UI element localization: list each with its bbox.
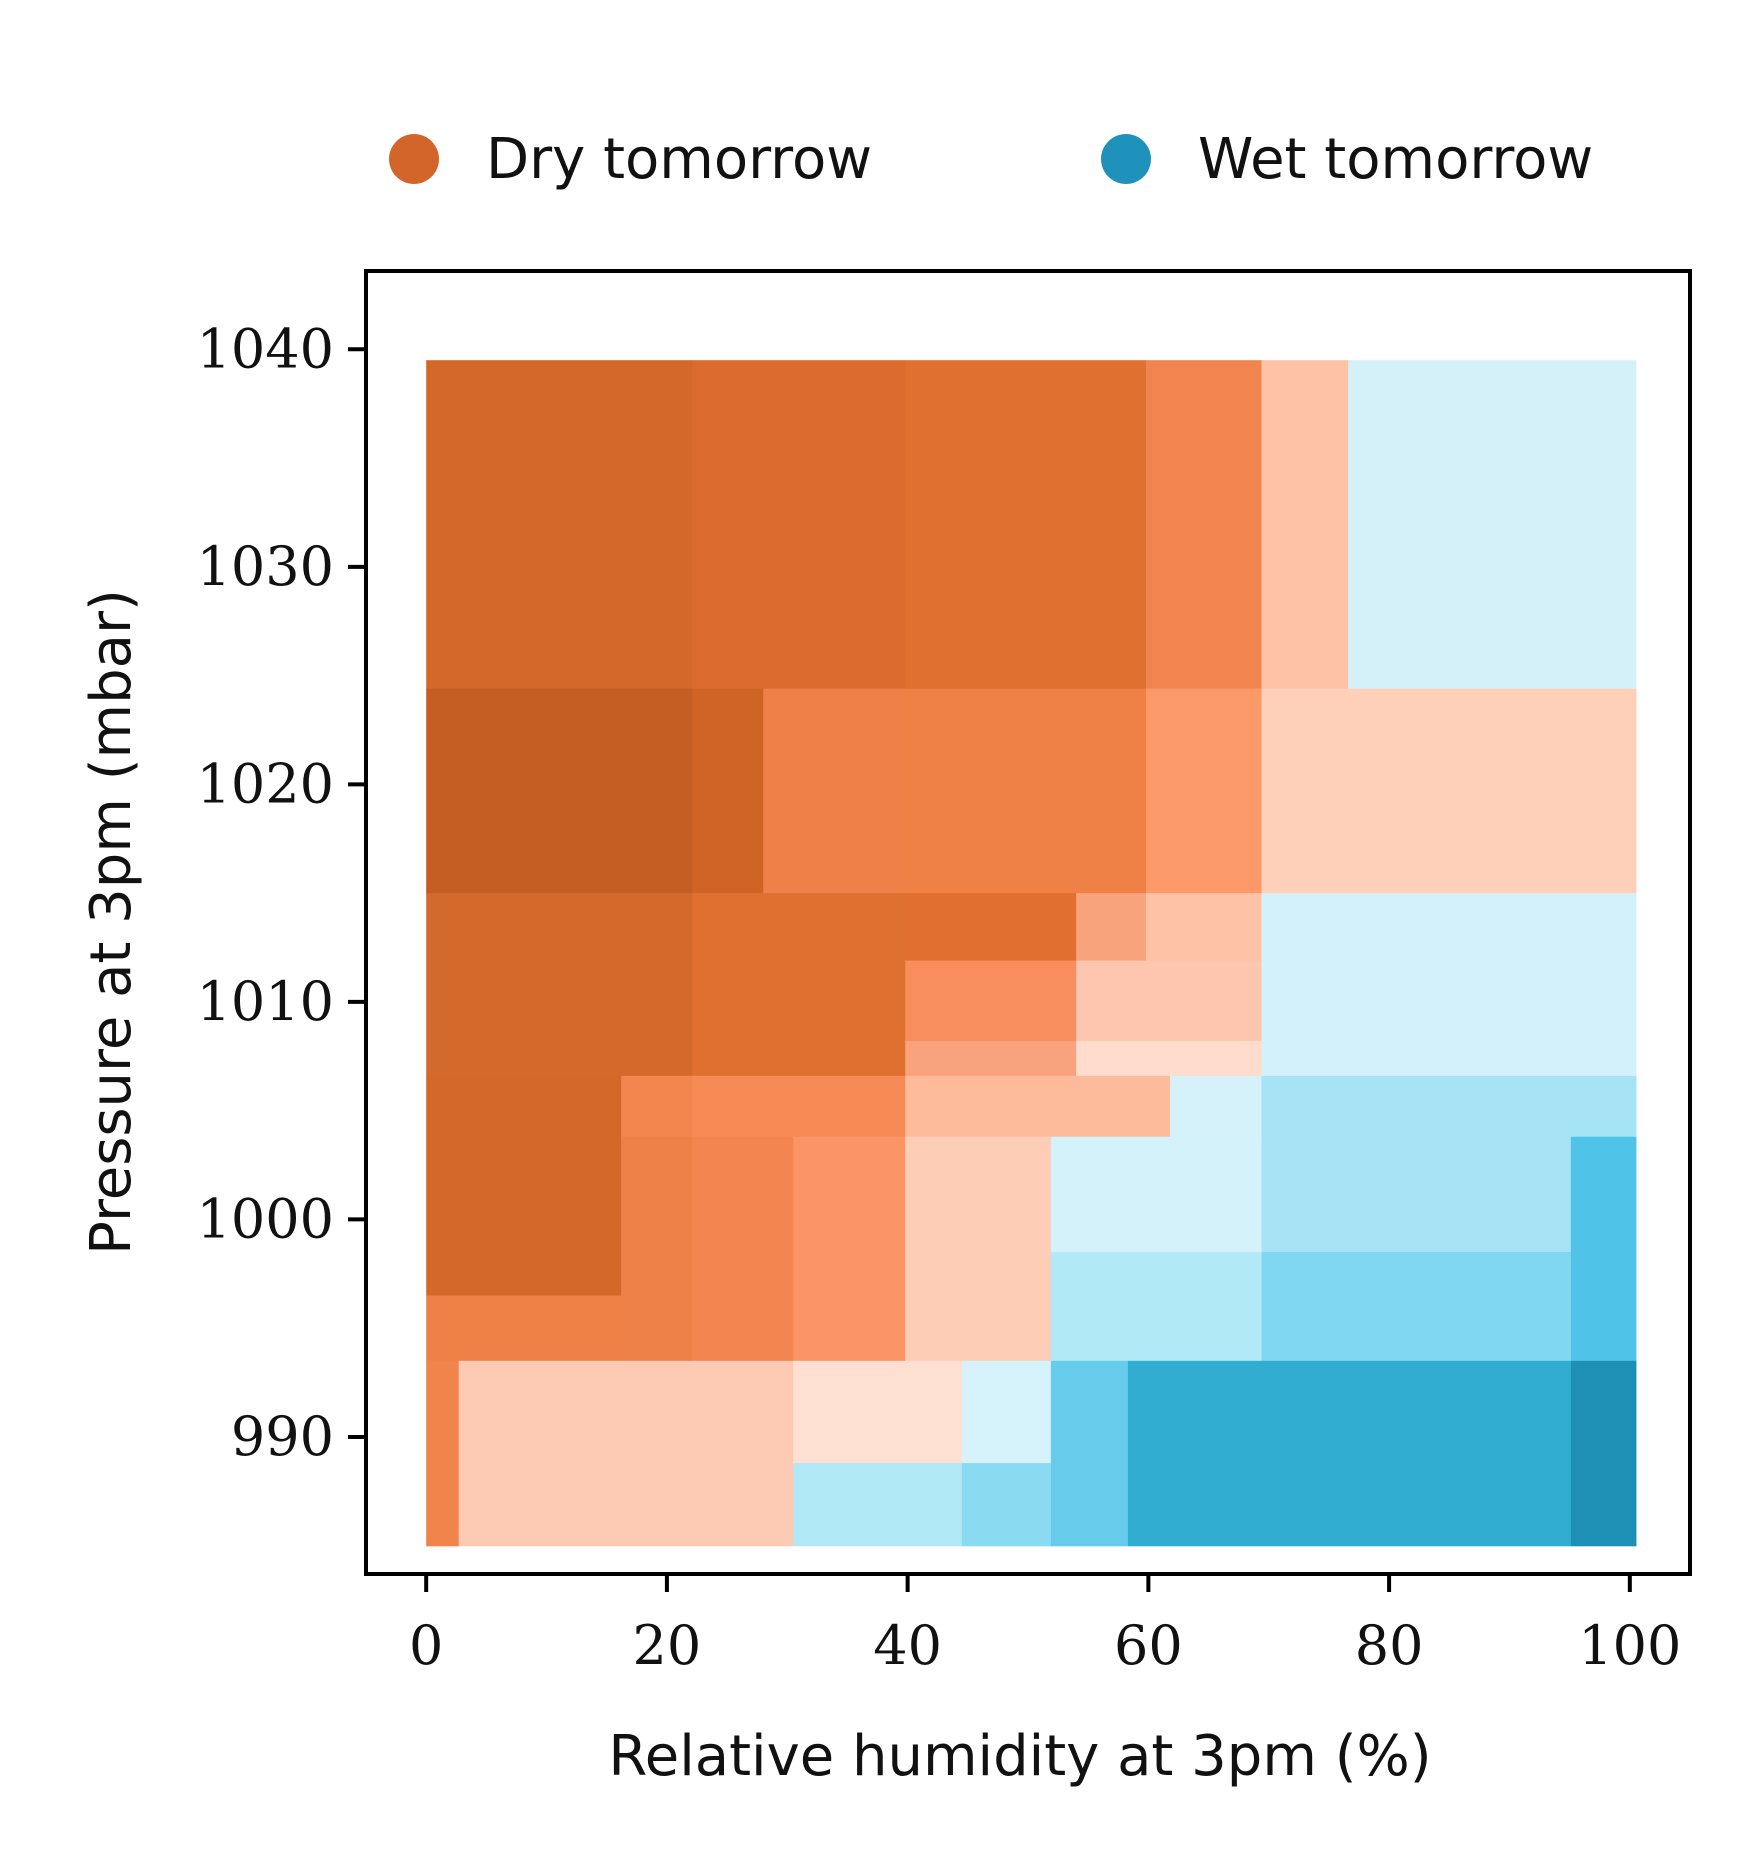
y-axis-title: Pressure at 3pm (mbar) [79, 589, 144, 1255]
heatmap-cell-30 [793, 1136, 906, 1362]
heatmap-cell-7 [692, 688, 764, 894]
legend-label-wet: Wet tomorrow [1198, 127, 1593, 192]
y-tick-label: 1030 [197, 535, 334, 598]
heatmap-cell-19 [905, 1041, 1077, 1077]
heatmap-cell-11 [1261, 688, 1637, 894]
heatmap-cell-12 [426, 893, 693, 1077]
heatmap-cell-34 [1261, 1136, 1572, 1253]
y-tick-label: 990 [231, 1405, 334, 1468]
heatmap-cell-13 [692, 893, 906, 1077]
heatmap-cell-35 [1261, 1252, 1572, 1362]
heatmap-cell-24 [692, 1075, 906, 1138]
x-axis: 0 20 40 60 80 100 [409, 1574, 1681, 1677]
heatmap-cell-29 [692, 1136, 794, 1362]
heatmap-cell-41 [793, 1463, 963, 1547]
heatmap-cell-27 [1261, 1075, 1637, 1138]
x-tick-label: 40 [873, 1614, 942, 1677]
heatmap-cell-36 [1570, 1136, 1637, 1362]
legend-marker-dry [389, 134, 439, 184]
legend: Dry tomorrow Wet tomorrow [389, 127, 1593, 192]
heatmap-cell-31 [905, 1136, 1052, 1362]
heatmap-cell-4 [1261, 360, 1349, 690]
plot-frame [364, 269, 1692, 1576]
heatmap-cell-9 [905, 688, 1147, 894]
x-tick-label: 60 [1114, 1614, 1183, 1677]
heatmap-cell-21 [1261, 893, 1637, 1077]
heatmap-cell-32 [1050, 1136, 1263, 1253]
heatmap-cell-1 [692, 360, 906, 690]
heatmap-cell-0 [426, 360, 693, 690]
y-tick-label: 1010 [197, 970, 334, 1033]
heatmap-cell-14 [905, 893, 1077, 962]
heatmap-cell-22 [426, 1075, 622, 1297]
heatmap-regions [426, 360, 1637, 1547]
heatmap-cell-15 [1076, 893, 1147, 962]
heatmap-cell-44 [1050, 1360, 1129, 1547]
heatmap-cell-46 [1570, 1360, 1637, 1547]
x-tick-label: 20 [633, 1614, 702, 1677]
heatmap-cell-25 [905, 1075, 1171, 1138]
legend-label-dry: Dry tomorrow [486, 127, 872, 192]
x-tick-label: 80 [1355, 1614, 1424, 1677]
heatmap-cell-38 [426, 1360, 460, 1547]
y-tick-label: 1020 [197, 752, 334, 815]
heatmap-cell-23 [621, 1075, 693, 1138]
y-axis: 990 1000 1010 1020 1030 1040 [197, 317, 366, 1468]
heatmap-cell-33 [1050, 1252, 1263, 1362]
heatmap-cell-37 [426, 1295, 622, 1362]
heatmap-cell-2 [905, 360, 1147, 690]
heatmap-cell-43 [961, 1463, 1052, 1547]
y-tick-label: 1040 [197, 317, 334, 380]
heatmap-cell-6 [426, 688, 693, 894]
heatmap-cell-20 [1076, 1041, 1263, 1077]
y-tick-label: 1000 [197, 1187, 334, 1250]
heatmap-cell-45 [1127, 1360, 1572, 1547]
heatmap-cell-39 [458, 1360, 794, 1547]
x-axis-title: Relative humidity at 3pm (%) [608, 1724, 1431, 1789]
x-tick-label: 0 [409, 1614, 443, 1677]
heatmap-cell-18 [1076, 960, 1263, 1042]
heatmap-cell-10 [1145, 688, 1263, 894]
heatmap-cell-28 [621, 1136, 693, 1362]
heatmap-cell-17 [905, 960, 1077, 1042]
heatmap-cell-3 [1145, 360, 1263, 690]
legend-marker-wet [1101, 134, 1151, 184]
x-tick-label: 100 [1578, 1614, 1681, 1677]
heatmap-cell-42 [961, 1360, 1052, 1464]
heatmap-cell-8 [763, 688, 906, 894]
heatmap-cell-16 [1145, 893, 1263, 962]
heatmap-cell-5 [1348, 360, 1637, 690]
heatmap-cell-26 [1170, 1075, 1263, 1138]
heatmap-cell-40 [793, 1360, 963, 1464]
